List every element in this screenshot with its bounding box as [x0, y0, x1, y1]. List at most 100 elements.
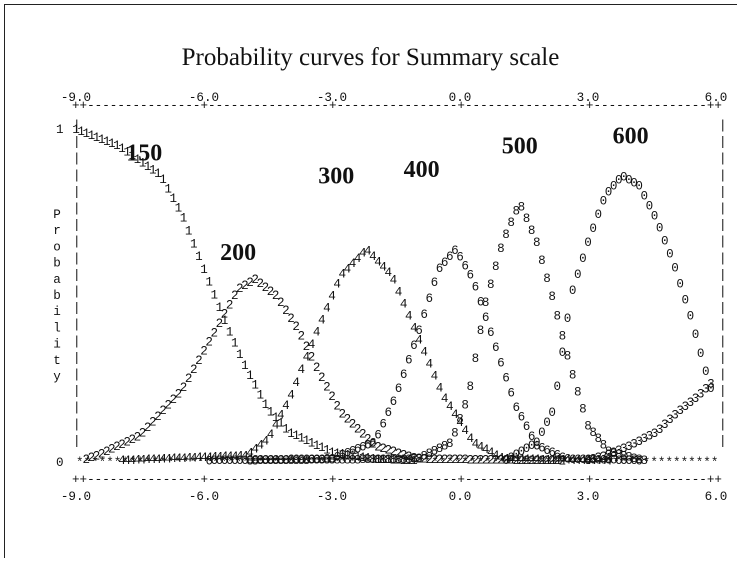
- curve-point-150: 1: [103, 135, 111, 149]
- curve-point-200: 2: [559, 454, 567, 468]
- left-axis-bar: |: [73, 335, 81, 349]
- curve-point-200: 2: [169, 393, 177, 407]
- right-axis-bar: |: [719, 268, 727, 282]
- curve-point-400: 6: [328, 453, 336, 467]
- curve-point-500: 8: [456, 413, 464, 427]
- curve-point-500: 8: [548, 290, 556, 304]
- curve-point-300: 4: [241, 449, 249, 463]
- curve-point-600: 0: [518, 445, 526, 459]
- curve-point-500: 8: [262, 454, 270, 468]
- left-axis-bar: |: [73, 185, 81, 199]
- right-axis-bar: |: [719, 318, 727, 332]
- curve-point-500: 8: [487, 278, 495, 292]
- curve-point-500: 8: [472, 352, 480, 366]
- curve-point-600: 0: [528, 439, 536, 453]
- curve-point-150: 1: [123, 146, 131, 160]
- curve-point-500: 8: [267, 454, 275, 468]
- left-axis-bar: |: [73, 136, 81, 150]
- curve-point-200: 2: [216, 317, 224, 331]
- curve-point-150: 1: [287, 427, 295, 441]
- curve-point-500: 8: [425, 447, 433, 461]
- curve-point-extra: 3: [681, 400, 689, 414]
- curve-point-150: 1: [190, 237, 198, 251]
- curve-point-200: 2: [328, 390, 336, 404]
- curve-point-400: 6: [548, 446, 556, 460]
- curve-point-150: 1: [185, 224, 193, 238]
- curve-point-600: 0: [692, 328, 700, 342]
- curve-point-400: 6: [564, 453, 572, 467]
- curve-point-200: 2: [405, 450, 413, 464]
- curve-point-300: 4: [144, 453, 152, 467]
- curve-point-150: 1: [338, 448, 346, 462]
- curve-point-150: 1: [359, 451, 367, 465]
- curve-point-400: 6: [559, 451, 567, 465]
- curve-point-400: 6: [502, 372, 510, 386]
- curve-point-300: 4: [231, 450, 239, 464]
- curve-point-500: 8: [564, 349, 572, 363]
- curve-point-300: 4: [553, 454, 561, 468]
- curve-point-500: 8: [359, 453, 367, 467]
- curve-point-400: 6: [323, 453, 331, 467]
- curve-point-500: 8: [497, 242, 505, 256]
- curve-point-extra: 3: [651, 427, 659, 441]
- curve-point-600: 0: [548, 406, 556, 420]
- curve-point-400: 6: [287, 453, 295, 467]
- curve-point-300: 4: [390, 274, 398, 288]
- curve-point-200: 2: [93, 450, 101, 464]
- curve-point-400: 6: [543, 444, 551, 458]
- curve-point-600: 0: [610, 180, 618, 194]
- top-border: ++---------------+----------------+-----…: [72, 99, 722, 113]
- curve-point-400: 6: [533, 439, 541, 453]
- curve-point-300: 4: [175, 452, 183, 466]
- curve-point-300: 4: [129, 454, 137, 468]
- right-axis-bar: |: [719, 335, 727, 349]
- curve-point-400: 6: [205, 454, 213, 468]
- curve-point-600: 0: [697, 347, 705, 361]
- curve-point-150: 1: [93, 131, 101, 145]
- curve-point-200: 2: [287, 312, 295, 326]
- curve-point-400: 6: [518, 411, 526, 425]
- curve-point-200: 2: [98, 447, 106, 461]
- curve-point-200: 2: [482, 453, 490, 467]
- curve-point-400: 6: [297, 453, 305, 467]
- curve-point-400: 6: [257, 454, 265, 468]
- curve-point-400: 6: [513, 401, 521, 415]
- curve-point-150: 1: [200, 263, 208, 277]
- curve-point-400: 6: [635, 454, 643, 468]
- curve-point-150: 1: [108, 137, 116, 151]
- curve-point-600: 0: [641, 190, 649, 204]
- curve-point-extra: 3: [697, 388, 705, 402]
- curve-point-300: 4: [318, 313, 326, 327]
- y-axis-label-char: l: [53, 321, 61, 335]
- curve-point-300: 4: [446, 400, 454, 414]
- curve-point-200: 2: [226, 298, 234, 312]
- curve-point-300: 4: [169, 452, 177, 466]
- curve-point-200: 2: [497, 454, 505, 468]
- curve-point-150: 1: [318, 441, 326, 455]
- curve-point-400: 6: [625, 454, 633, 468]
- curve-point-300: 4: [533, 453, 541, 467]
- right-axis-bar: |: [719, 351, 727, 365]
- curve-point-600: 0: [523, 442, 531, 456]
- curve-point-300: 4: [118, 454, 126, 468]
- curve-point-150: 1: [159, 173, 167, 187]
- curve-point-500: 8: [292, 454, 300, 468]
- curve-point-300: 4: [528, 453, 536, 467]
- curve-point-600: 0: [538, 426, 546, 440]
- bottom-border: ++---------------+----------------+-----…: [72, 473, 722, 487]
- curve-point-400: 6: [226, 454, 234, 468]
- curve-point-300: 4: [205, 451, 213, 465]
- curve-point-extra: 3: [615, 444, 623, 458]
- curve-point-200: 2: [415, 453, 423, 467]
- curve-point-400: 6: [349, 445, 357, 459]
- right-axis-bar: |: [719, 152, 727, 166]
- curve-point-400: 6: [472, 280, 480, 294]
- curve-point-500: 8: [533, 236, 541, 250]
- curve-point-500: 8: [364, 453, 372, 467]
- curve-point-200: 2: [180, 381, 188, 395]
- curve-point-500: 8: [395, 453, 403, 467]
- y-axis-label-char: i: [53, 305, 61, 319]
- curve-point-150: 1: [308, 436, 316, 450]
